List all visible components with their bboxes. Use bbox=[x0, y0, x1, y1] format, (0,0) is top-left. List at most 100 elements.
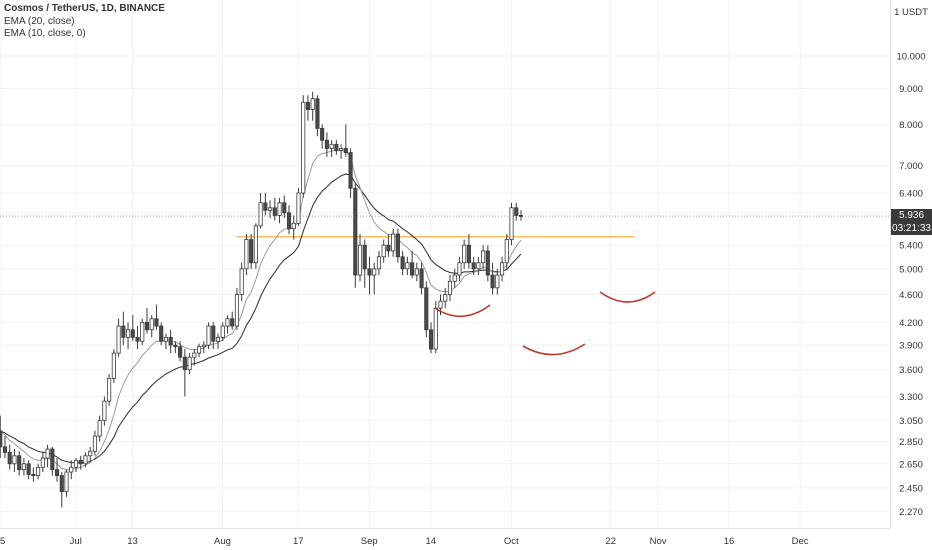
candle-body-up bbox=[21, 463, 26, 471]
candle bbox=[102, 396, 107, 426]
candle bbox=[291, 215, 296, 240]
candle-body-up bbox=[83, 455, 88, 465]
candle-body-down bbox=[54, 469, 60, 477]
candle bbox=[263, 193, 268, 216]
candle bbox=[466, 234, 471, 269]
candle bbox=[40, 452, 45, 473]
candle bbox=[518, 210, 524, 221]
candle bbox=[36, 463, 41, 480]
chart-legend: Cosmos / TetherUS, 1D, BINANCE EMA (20, … bbox=[4, 3, 165, 41]
candle-body-down bbox=[230, 318, 235, 327]
ema20-legend[interactable]: EMA (20, close) bbox=[4, 15, 75, 27]
candle-body-down bbox=[324, 139, 329, 149]
x-tick-label: Aug bbox=[214, 536, 231, 547]
candle-body-up bbox=[258, 202, 263, 227]
candle-body-up bbox=[457, 262, 462, 276]
candle bbox=[17, 451, 22, 476]
candle-body-up bbox=[36, 466, 41, 477]
candle bbox=[343, 124, 348, 157]
candle-body-down bbox=[466, 244, 471, 264]
price-axis-unit: 1 USDT bbox=[894, 7, 928, 18]
candle bbox=[88, 446, 93, 463]
candle-body-down bbox=[419, 268, 424, 289]
candle-body-up bbox=[225, 318, 230, 327]
candle bbox=[239, 262, 244, 302]
candle bbox=[376, 250, 382, 276]
x-tick-label: 14 bbox=[426, 536, 437, 547]
candle bbox=[69, 460, 74, 480]
candle bbox=[495, 268, 500, 295]
candle-body-down bbox=[367, 268, 372, 276]
y-tick-label: 2.650 bbox=[899, 459, 923, 470]
candle-body-up bbox=[357, 244, 363, 276]
candle-body-up bbox=[414, 268, 419, 276]
candle-body-down bbox=[78, 459, 83, 465]
candle-body-down bbox=[362, 244, 367, 270]
candle-body-up bbox=[69, 466, 74, 473]
candle bbox=[12, 449, 17, 473]
candle bbox=[499, 256, 505, 282]
candle-body-up bbox=[73, 459, 79, 468]
candle-body-up bbox=[234, 294, 239, 327]
candle bbox=[305, 95, 311, 121]
candle bbox=[414, 262, 419, 282]
candle bbox=[135, 326, 140, 350]
candle bbox=[372, 262, 377, 295]
candle-body-up bbox=[310, 98, 315, 110]
candle-body-up bbox=[504, 239, 509, 264]
candle bbox=[26, 460, 31, 480]
candle bbox=[21, 458, 26, 476]
candle-body-up bbox=[88, 450, 93, 457]
candle bbox=[45, 444, 50, 468]
time-axis[interactable]: 15 Jul 13 Aug 17 Sep 14 Oct 22 Nov 16 Dec bbox=[0, 536, 809, 547]
candle bbox=[452, 268, 457, 288]
candle bbox=[107, 374, 112, 406]
candle bbox=[320, 124, 325, 149]
candle bbox=[481, 245, 486, 269]
y-tick-label: 10.000 bbox=[896, 51, 925, 62]
candle-body-up bbox=[291, 222, 296, 230]
x-tick-label: Oct bbox=[504, 536, 519, 547]
candle-body-down bbox=[7, 452, 12, 465]
candle-body-down bbox=[518, 215, 524, 217]
candle-body-up bbox=[443, 294, 448, 302]
candle bbox=[31, 467, 36, 482]
y-tick-label: 6.400 bbox=[899, 189, 923, 200]
candle bbox=[7, 444, 12, 470]
symbol-title[interactable]: Cosmos / TetherUS, 1D, BINANCE bbox=[4, 3, 165, 14]
candle-body-up bbox=[244, 239, 249, 270]
candle-body-up bbox=[197, 346, 202, 354]
candle bbox=[353, 183, 358, 288]
candle-body-up bbox=[192, 352, 197, 358]
ema10-legend[interactable]: EMA (10, close, 0) bbox=[4, 28, 86, 39]
candle-body-up bbox=[45, 448, 50, 459]
candle bbox=[476, 256, 481, 276]
candle-body-up bbox=[438, 300, 443, 309]
candle bbox=[125, 322, 131, 350]
y-tick-label: 3.300 bbox=[899, 392, 923, 403]
candle-body-up bbox=[220, 325, 225, 338]
candle-body-up bbox=[97, 420, 102, 437]
candle-body-down bbox=[26, 463, 31, 475]
candle-body-up bbox=[163, 336, 168, 342]
candle bbox=[424, 281, 429, 338]
candle bbox=[329, 140, 334, 157]
x-tick-label: 16 bbox=[724, 536, 735, 547]
head-arc bbox=[522, 343, 586, 356]
candle bbox=[182, 349, 187, 397]
candle bbox=[357, 234, 363, 282]
candle bbox=[428, 322, 434, 354]
candles bbox=[0, 91, 524, 508]
candle-body-up bbox=[277, 202, 282, 216]
candle bbox=[225, 315, 230, 334]
candle bbox=[391, 228, 396, 257]
candle-body-up bbox=[149, 318, 154, 331]
candle bbox=[116, 318, 121, 358]
candle-body-down bbox=[353, 187, 358, 276]
price-axis[interactable]: 10.0009.0008.0007.0006.4006.0005.4005.00… bbox=[896, 51, 925, 517]
candle bbox=[447, 275, 453, 302]
candle bbox=[121, 311, 126, 346]
y-tick-label: 5.000 bbox=[899, 264, 923, 275]
candle-body-down bbox=[386, 244, 391, 252]
